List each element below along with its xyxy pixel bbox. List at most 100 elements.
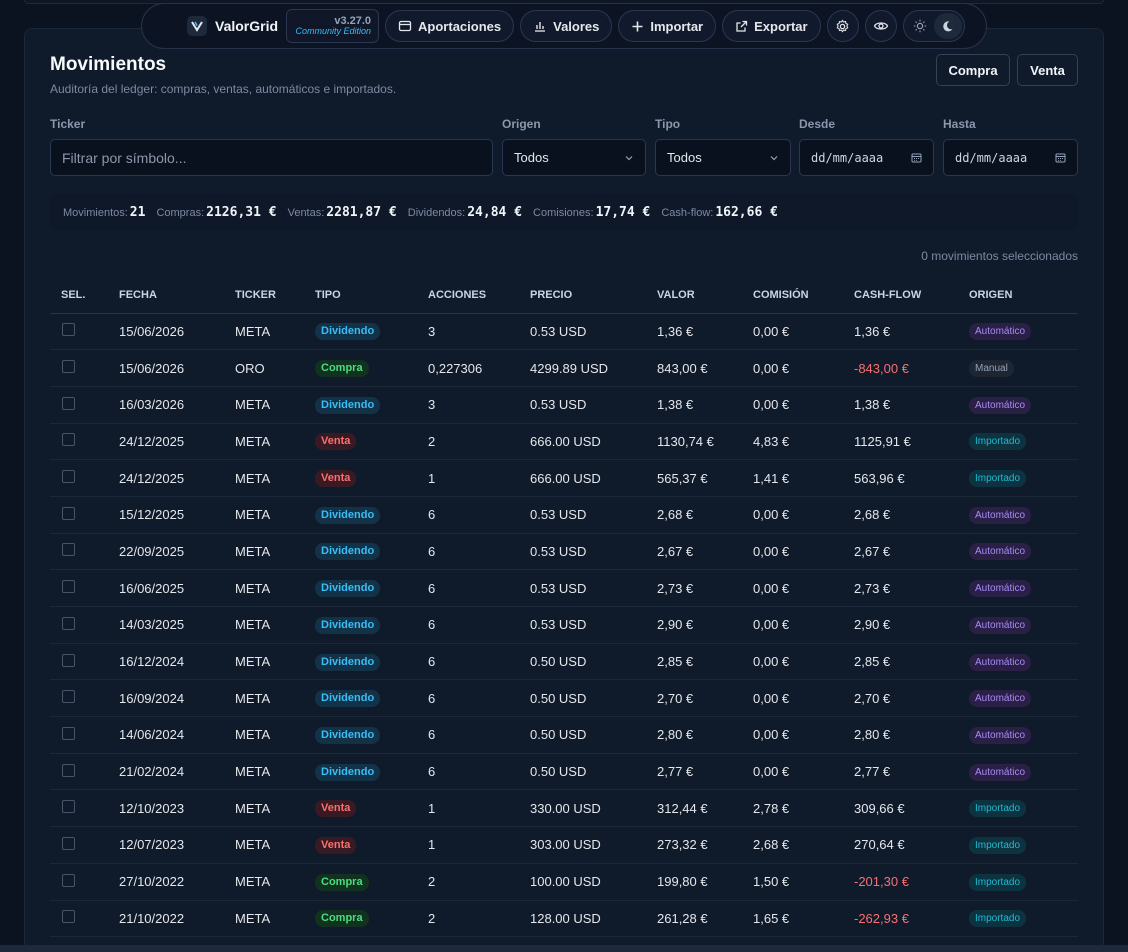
row-checkbox[interactable] [62, 433, 75, 447]
cell-ticker: META [235, 679, 315, 718]
tipo-badge: Dividendo [315, 396, 381, 414]
table-row[interactable]: 12/10/2023 META Venta 1 330.00 USD 312,44 €2,… [50, 789, 1078, 828]
tipo-filter-select[interactable]: Todos [655, 139, 791, 176]
table-row[interactable]: 24/12/2025 META Venta 1 666.00 USD 565,37 €1,… [50, 459, 1078, 497]
origen-badge: Automático [969, 763, 1032, 781]
row-select-cell [50, 900, 119, 938]
table-row[interactable]: 15/12/2025 META Dividendo 6 0.53 USD 2,68 €0,… [50, 496, 1078, 534]
cell-origen: Importado [969, 863, 1078, 901]
col-ticker[interactable]: TICKER [235, 278, 315, 314]
exportar-button[interactable]: Exportar [722, 10, 821, 42]
col-sel[interactable]: SEL. [50, 278, 119, 314]
table-row[interactable]: 24/12/2025 META Venta 2 666.00 USD 1130,74 €4… [50, 423, 1078, 461]
cell-cashflow: 2,67 € [854, 533, 969, 571]
table-row[interactable]: 27/10/2022 META Compra 2 100.00 USD 199,80 €1… [50, 863, 1078, 901]
row-checkbox[interactable] [62, 543, 75, 557]
brand[interactable]: ValorGrid [187, 16, 278, 36]
row-checkbox[interactable] [62, 580, 75, 594]
row-checkbox[interactable] [62, 653, 75, 667]
importar-button[interactable]: Importar [618, 10, 717, 42]
cell-acciones: 1 [428, 789, 530, 828]
origen-badge: Importado [969, 433, 1027, 451]
col-origen[interactable]: ORIGEN [969, 278, 1078, 314]
horizontal-scrollbar[interactable] [0, 945, 1128, 952]
desde-date-input[interactable]: dd/mm/aaaa [799, 139, 934, 176]
row-checkbox[interactable] [62, 873, 75, 887]
col-acciones[interactable]: ACCIONES [428, 278, 530, 314]
visibility-button[interactable] [864, 10, 897, 42]
hasta-date-input[interactable]: dd/mm/aaaa [943, 139, 1078, 176]
settings-button[interactable] [826, 10, 859, 42]
row-checkbox[interactable] [62, 360, 75, 374]
cell-cashflow: 2,73 € [854, 569, 969, 607]
calendar-icon[interactable] [1055, 152, 1066, 163]
aportaciones-button[interactable]: Aportaciones [385, 10, 515, 42]
cell-ticker: META [235, 789, 315, 828]
row-checkbox[interactable] [62, 910, 75, 924]
row-checkbox[interactable] [62, 690, 75, 704]
desde-date-value: dd/mm/aaaa [811, 150, 884, 165]
row-checkbox[interactable] [62, 396, 75, 410]
origen-filter-select[interactable]: Todos [502, 139, 646, 176]
cell-comision: 1,50 € [753, 863, 854, 901]
col-tipo[interactable]: TIPO [315, 278, 428, 314]
table-row[interactable]: 16/12/2024 META Dividendo 6 0.50 USD 2,85 €0,… [50, 643, 1078, 681]
table-row[interactable]: 15/06/2026 META Dividendo 3 0.53 USD 1,36 €0,… [50, 313, 1078, 351]
table-row[interactable]: 16/03/2026 META Dividendo 3 0.53 USD 1,38 €0,… [50, 386, 1078, 424]
col-fecha[interactable]: FECHA [119, 278, 235, 314]
plus-icon [632, 21, 643, 31]
buy-button[interactable]: Compra [936, 54, 1010, 86]
origen-badge: Automático [969, 323, 1032, 341]
cell-acciones: 6 [428, 643, 530, 681]
version-badge: v3.27.0 Community Edition [286, 9, 380, 43]
stat-ventas: Ventas: 2281,87 € [287, 204, 397, 220]
origen-filter-value: Todos [514, 150, 549, 165]
row-select-cell [50, 826, 119, 864]
table-row[interactable]: 21/10/2022 META Compra 2 128.00 USD 261,28 €1… [50, 900, 1078, 938]
col-valor[interactable]: VALOR [657, 278, 753, 314]
valores-button[interactable]: Valores [520, 10, 613, 42]
row-checkbox[interactable] [62, 726, 75, 740]
row-checkbox[interactable] [62, 836, 75, 850]
row-checkbox[interactable] [62, 323, 75, 337]
table-row[interactable]: 12/07/2023 META Venta 1 303.00 USD 273,32 €2,… [50, 826, 1078, 864]
sun-icon[interactable] [906, 13, 934, 39]
table-row[interactable]: 16/09/2024 META Dividendo 6 0.50 USD 2,70 €0,… [50, 679, 1078, 718]
cell-acciones: 2 [428, 423, 530, 461]
row-select-cell [50, 753, 119, 791]
cell-tipo: Dividendo [315, 313, 428, 351]
cell-acciones: 2 [428, 900, 530, 938]
row-checkbox[interactable] [62, 616, 75, 630]
row-checkbox[interactable] [62, 763, 75, 777]
chevron-down-icon [625, 155, 633, 160]
col-precio[interactable]: PRECIO [530, 278, 657, 314]
origen-badge: Automático [969, 506, 1032, 524]
moon-icon[interactable] [933, 13, 962, 39]
row-checkbox[interactable] [62, 506, 75, 520]
cell-valor: 199,80 € [657, 863, 753, 901]
row-checkbox[interactable] [62, 470, 75, 484]
col-comision[interactable]: COMISIÓN [753, 278, 854, 314]
table-row[interactable]: 15/06/2026 ORO Compra 0,227306 4299.89 USD 84… [50, 349, 1078, 387]
cell-ticker: META [235, 569, 315, 607]
cell-acciones: 6 [428, 716, 530, 754]
row-checkbox[interactable] [62, 800, 75, 814]
table-row[interactable]: 14/06/2024 META Dividendo 6 0.50 USD 2,80 €0,… [50, 716, 1078, 754]
theme-toggle[interactable] [902, 10, 965, 42]
ticker-filter-input[interactable]: Filtrar por símbolo... [50, 139, 493, 176]
cell-origen: Importado [969, 789, 1078, 828]
table-row[interactable]: 16/06/2025 META Dividendo 6 0.53 USD 2,73 €0,… [50, 569, 1078, 607]
cell-comision: 0,00 € [753, 349, 854, 387]
cell-comision: 4,83 € [753, 423, 854, 461]
sell-button[interactable]: Venta [1017, 54, 1078, 86]
desde-filter-label: Desde [799, 117, 836, 131]
cell-acciones: 3 [428, 386, 530, 424]
calendar-icon[interactable] [911, 152, 922, 163]
cell-tipo: Dividendo [315, 716, 428, 754]
table-row[interactable]: 14/03/2025 META Dividendo 6 0.53 USD 2,90 €0,… [50, 606, 1078, 644]
cell-precio: 0.53 USD [530, 313, 657, 351]
table-row[interactable]: 21/02/2024 META Dividendo 6 0.50 USD 2,77 €0,… [50, 753, 1078, 791]
cell-precio: 0.53 USD [530, 533, 657, 571]
table-row[interactable]: 22/09/2025 META Dividendo 6 0.53 USD 2,67 €0,… [50, 533, 1078, 571]
col-cashflow[interactable]: CASH-FLOW [854, 278, 969, 314]
